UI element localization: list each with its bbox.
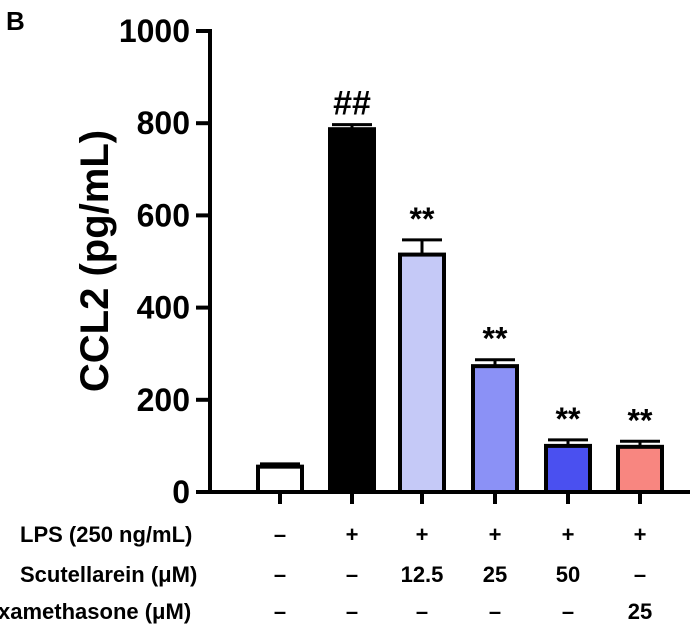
- condition-value: 50: [556, 562, 580, 587]
- condition-value: –: [634, 562, 646, 587]
- error-bars: [260, 123, 660, 467]
- condition-value: –: [346, 562, 358, 587]
- significance-annotations: ## ** ** ** **: [333, 85, 653, 439]
- y-tick-label: 200: [137, 382, 190, 418]
- condition-row-label: LPS (250 ng/mL): [20, 522, 192, 547]
- significance-label: **: [410, 201, 435, 237]
- condition-value: –: [274, 599, 286, 624]
- condition-value: 12.5: [401, 562, 444, 587]
- y-axis-label: CCL2 (pg/mL): [73, 130, 117, 392]
- condition-row-label: xamethasone (μM): [0, 599, 191, 624]
- condition-value: +: [416, 522, 429, 547]
- bar: [256, 464, 304, 494]
- y-tick-label: 600: [137, 197, 190, 233]
- condition-value: 25: [483, 562, 507, 587]
- condition-value: –: [274, 562, 286, 587]
- bar: [398, 252, 446, 494]
- condition-value: –: [489, 599, 501, 624]
- significance-label: ##: [333, 85, 371, 123]
- condition-value: –: [416, 599, 428, 624]
- condition-value: +: [634, 522, 647, 547]
- bar: [544, 443, 592, 494]
- significance-label: **: [483, 321, 508, 357]
- significance-label: **: [556, 401, 581, 437]
- bar: [328, 127, 376, 494]
- bars: [256, 127, 664, 494]
- condition-value: –: [346, 599, 358, 624]
- condition-table: LPS (250 ng/mL) – + + + + + Scutellarein (μM) – –…: [0, 522, 652, 624]
- bar: [616, 444, 664, 494]
- condition-value: –: [562, 599, 574, 624]
- condition-value: +: [346, 522, 359, 547]
- significance-label: **: [628, 402, 653, 438]
- panel-label: B: [6, 6, 25, 36]
- bar: [471, 364, 519, 494]
- condition-value: +: [489, 522, 502, 547]
- condition-value: +: [562, 522, 575, 547]
- y-tick-label: 0: [172, 474, 190, 510]
- y-tick-label: 400: [137, 290, 190, 326]
- condition-value: 25: [628, 599, 652, 624]
- condition-row-label: Scutellarein (μM): [20, 562, 197, 587]
- y-tick-label: 1000: [119, 13, 190, 49]
- y-tick-label: 800: [137, 105, 190, 141]
- condition-value: –: [274, 522, 286, 547]
